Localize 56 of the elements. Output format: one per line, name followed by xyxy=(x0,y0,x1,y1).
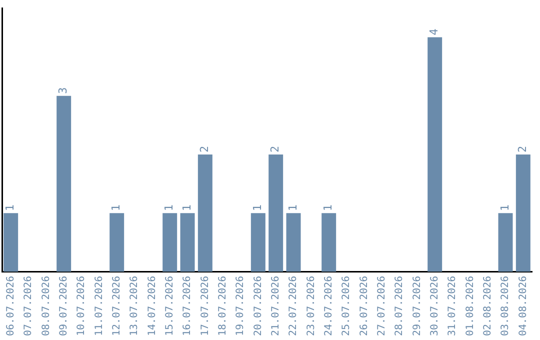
x-tick-label: 08.07.2026 xyxy=(40,276,52,336)
data-label: 2 xyxy=(516,146,530,153)
x-tick-label: 04.08.2026 xyxy=(518,276,529,336)
x-tick-label: 09.07.2026 xyxy=(58,276,70,336)
bar xyxy=(268,154,284,272)
x-tick-label: 13.07.2026 xyxy=(129,276,140,336)
x-tick-label: 12.07.2026 xyxy=(111,276,122,336)
bar xyxy=(516,154,530,272)
bar xyxy=(56,96,72,272)
x-tick-label: 19.07.2026 xyxy=(235,276,246,336)
data-label: 3 xyxy=(56,87,70,94)
data-label: 1 xyxy=(322,204,335,212)
x-tick-label: 15.07.2026 xyxy=(164,276,176,336)
x-tick-label: 10.07.2026 xyxy=(76,276,88,336)
data-label: 1 xyxy=(498,204,512,212)
x-tick-label: 03.08.2026 xyxy=(500,276,512,336)
data-label: 1 xyxy=(110,204,123,212)
bar xyxy=(322,213,336,272)
x-tick-label: 30.07.2026 xyxy=(429,276,440,336)
x-tick-label: 31.07.2026 xyxy=(447,276,458,336)
x-tick-label: 11.07.2026 xyxy=(94,276,105,336)
bar xyxy=(498,213,513,272)
bar xyxy=(180,213,195,272)
x-tick-label: 22.07.2026 xyxy=(288,276,300,336)
data-label: 1 xyxy=(4,204,17,212)
x-tick-label: 14.07.2026 xyxy=(146,276,158,336)
x-tick-label: 16.07.2026 xyxy=(182,276,194,336)
x-tick-label: 17.07.2026 xyxy=(200,276,211,336)
bar xyxy=(4,213,18,272)
x-tick-label: 24.07.2026 xyxy=(323,276,334,336)
x-tick-label: 01.08.2026 xyxy=(464,276,476,336)
x-tick-label: 23.07.2026 xyxy=(306,276,317,336)
x-tick-label: 26.07.2026 xyxy=(358,276,370,336)
data-label: 2 xyxy=(268,146,282,153)
x-tick-label: 20.07.2026 xyxy=(252,276,264,336)
data-label: 1 xyxy=(162,204,176,212)
x-tick-label: 21.07.2026 xyxy=(270,276,282,336)
bar xyxy=(286,213,301,272)
bar xyxy=(250,213,266,272)
x-tick-label: 29.07.2026 xyxy=(412,276,423,336)
data-label: 4 xyxy=(428,28,441,36)
x-tick-label: 27.07.2026 xyxy=(376,276,388,336)
data-label: 1 xyxy=(286,204,300,212)
data-label: 1 xyxy=(251,204,264,212)
bar xyxy=(110,213,124,272)
x-tick-label: 02.08.2026 xyxy=(482,276,494,336)
x-tick-label: 07.07.2026 xyxy=(23,276,34,336)
x-tick-label: 18.07.2026 xyxy=(217,276,228,336)
bar xyxy=(198,154,212,272)
bar xyxy=(162,213,178,272)
x-tick-label: 25.07.2026 xyxy=(341,276,352,336)
data-label: 2 xyxy=(198,146,212,153)
bar xyxy=(428,37,442,272)
x-tick-label: 28.07.2026 xyxy=(394,276,406,336)
x-tick-label: 06.07.2026 xyxy=(5,276,16,336)
data-label: 1 xyxy=(180,204,194,212)
